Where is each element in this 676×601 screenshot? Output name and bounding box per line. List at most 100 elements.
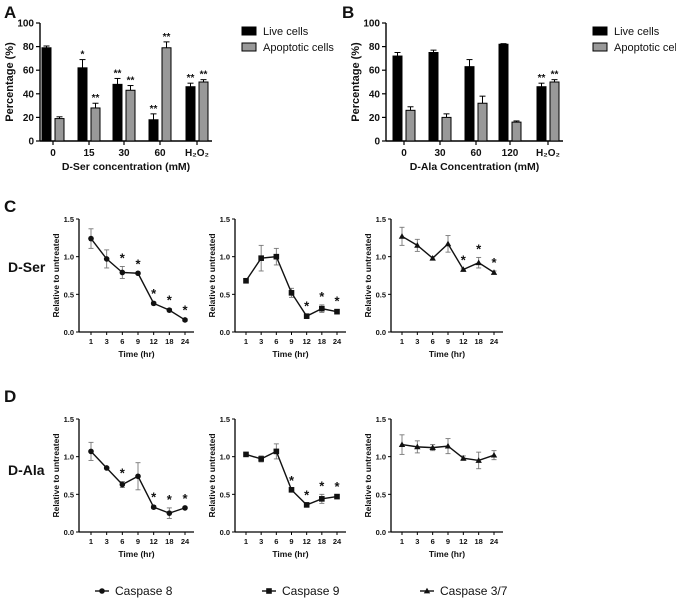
y-tick-label: 60 (23, 66, 35, 77)
significance-mark: * (334, 293, 340, 308)
y-tick-label: 0.5 (376, 490, 386, 499)
y-axis-label: Percentage (%) (350, 42, 362, 122)
legend-swatch (241, 26, 257, 36)
panel-label-b: B (342, 3, 354, 22)
bar (161, 47, 172, 142)
data-point (398, 233, 406, 239)
x-tick-label: 6 (431, 537, 435, 546)
y-tick-label: 0.0 (220, 328, 230, 337)
significance-mark: * (319, 289, 325, 304)
data-point (166, 307, 173, 313)
y-tick-label: 1.5 (220, 215, 230, 224)
data-point (319, 496, 325, 502)
bar (112, 83, 123, 142)
x-tick-label: 120 (502, 148, 519, 159)
significance-mark: ** (114, 68, 122, 79)
data-point (398, 441, 406, 448)
data-point (258, 456, 264, 462)
y-tick-label: 1.0 (64, 253, 74, 262)
y-axis-label: Percentage (%) (4, 42, 16, 122)
significance-mark: * (182, 491, 188, 506)
y-tick-label: 0.5 (64, 290, 74, 299)
x-tick-label: 18 (474, 337, 482, 346)
y-tick-label: 20 (369, 113, 381, 124)
row-label-dala: D-Ala (8, 462, 45, 478)
x-tick-label: 18 (318, 337, 326, 346)
x-axis-label: Time (hr) (272, 549, 308, 559)
data-point (135, 473, 141, 480)
data-point (88, 448, 94, 455)
legend-swatch (592, 42, 608, 52)
bar (549, 81, 560, 142)
data-point (475, 259, 482, 266)
x-tick-label: 24 (490, 337, 499, 346)
x-tick-label: 9 (136, 537, 140, 546)
y-tick-label: 0.0 (376, 528, 386, 537)
significance-mark: * (167, 293, 173, 308)
data-point (444, 240, 452, 247)
bar (511, 121, 522, 142)
x-tick-label: 60 (154, 148, 166, 159)
data-point (273, 448, 280, 455)
data-point (429, 444, 436, 451)
x-tick-label: 1 (244, 537, 248, 546)
legend-label: Caspase 9 (282, 584, 340, 598)
bar (441, 116, 452, 142)
y-tick-label: 0.0 (376, 328, 386, 337)
x-tick-label: 9 (136, 337, 140, 346)
x-tick-label: 0 (50, 148, 56, 159)
y-axis-label: Relative to untreated (363, 433, 373, 517)
significance-mark: * (304, 299, 310, 314)
x-tick-label: 24 (181, 337, 190, 346)
x-tick-label: 6 (274, 337, 278, 346)
x-tick-label: 60 (470, 148, 482, 159)
data-point (103, 465, 110, 471)
y-tick-label: 1.0 (220, 253, 230, 262)
data-point (334, 493, 340, 500)
data-point (490, 451, 498, 458)
x-tick-label: 1 (400, 337, 404, 346)
data-point (166, 510, 173, 516)
y-tick-label: 0 (28, 137, 34, 148)
x-tick-label: 24 (333, 537, 342, 546)
x-tick-label: 1 (244, 337, 248, 346)
data-point (150, 504, 157, 510)
x-tick-label: H₂O₂ (185, 148, 209, 159)
y-tick-label: 40 (23, 89, 35, 100)
panel-label-a: A (4, 3, 16, 22)
significance-mark: * (182, 302, 188, 317)
y-tick-label: 0.5 (376, 290, 386, 299)
legend-bottom: Caspase 8 Caspase 9 Caspase 3/7 (95, 584, 508, 598)
data-point (319, 305, 325, 312)
data-point (303, 502, 310, 508)
data-point (460, 454, 467, 461)
legend-label: Caspase 8 (115, 584, 173, 598)
significance-mark: * (151, 490, 157, 505)
x-axis-label: D-Ser concentration (mM) (62, 161, 190, 173)
data-point (103, 256, 110, 262)
x-tick-label: 3 (259, 337, 263, 346)
data-point (119, 269, 126, 276)
y-axis-label: Relative to untreated (363, 233, 373, 317)
data-point (288, 487, 295, 493)
significance-mark: ** (127, 76, 135, 87)
panel-label-d: D (4, 387, 16, 406)
y-tick-label: 1.5 (220, 415, 230, 424)
x-tick-label: 12 (149, 537, 157, 546)
row-label-dser: D-Ser (8, 259, 46, 275)
x-tick-label: 9 (446, 337, 450, 346)
data-point (182, 505, 188, 511)
y-tick-label: 0.5 (220, 290, 230, 299)
y-tick-label: 0.5 (220, 490, 230, 499)
bar (498, 43, 509, 142)
x-axis-label: Time (hr) (429, 349, 465, 359)
x-tick-label: 12 (302, 537, 310, 546)
y-tick-label: 1.0 (64, 453, 74, 462)
y-tick-label: 60 (369, 66, 381, 77)
data-point (88, 235, 94, 242)
x-tick-label: 9 (446, 537, 450, 546)
x-tick-label: 1 (89, 537, 93, 546)
